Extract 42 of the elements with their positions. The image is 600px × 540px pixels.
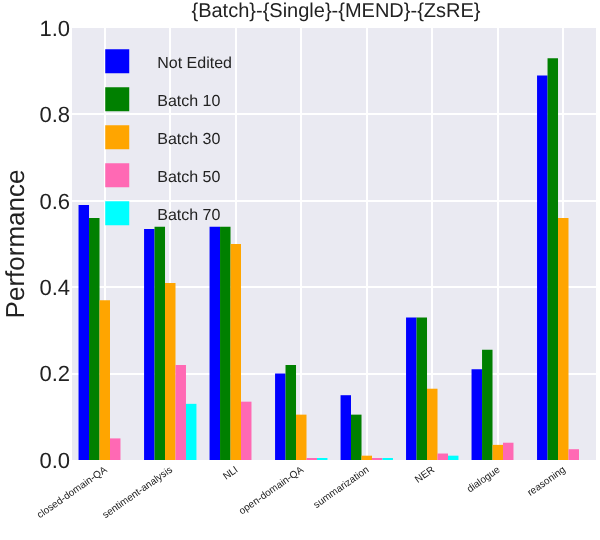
bar xyxy=(351,414,362,460)
bar xyxy=(558,218,569,460)
bar xyxy=(275,373,286,460)
bar xyxy=(482,349,493,460)
bar xyxy=(416,317,428,460)
bar xyxy=(568,449,579,460)
y-tick-label: 1.0 xyxy=(39,17,70,42)
legend-label: Batch 10 xyxy=(157,91,222,110)
bar xyxy=(285,364,297,460)
legend-label: Batch 50 xyxy=(157,167,222,186)
legend-label: Batch 70 xyxy=(157,205,222,224)
bar xyxy=(492,444,503,460)
y-axis-title: Performance xyxy=(0,169,30,319)
bar xyxy=(537,75,548,460)
bar xyxy=(175,364,186,460)
y-tick-label: 0.6 xyxy=(39,190,70,215)
bar xyxy=(230,244,241,460)
bar xyxy=(89,218,100,460)
bar xyxy=(165,282,176,460)
legend-label: Not Edited xyxy=(157,53,232,72)
chart-title: {Batch}-{Single}-{MEND}-{ZsRE} xyxy=(191,0,482,23)
y-tick-label: 0.4 xyxy=(39,276,70,301)
bar xyxy=(144,228,155,460)
y-tick-label: 0.2 xyxy=(39,363,70,388)
bar xyxy=(241,401,252,460)
bar xyxy=(427,388,438,460)
bar xyxy=(220,226,231,460)
bar xyxy=(209,226,221,460)
bar xyxy=(406,317,417,460)
bar xyxy=(547,58,559,460)
y-tick-label: 0.8 xyxy=(39,104,70,129)
bar xyxy=(185,403,197,460)
bar xyxy=(78,205,90,460)
legend-label: Batch 30 xyxy=(157,129,222,148)
bar xyxy=(503,442,514,460)
bar xyxy=(110,438,121,460)
y-tick-label: 0.0 xyxy=(39,449,70,474)
bar xyxy=(154,226,166,460)
bar xyxy=(471,369,483,460)
bar xyxy=(340,395,352,460)
bar xyxy=(296,414,307,460)
bar xyxy=(99,300,110,460)
